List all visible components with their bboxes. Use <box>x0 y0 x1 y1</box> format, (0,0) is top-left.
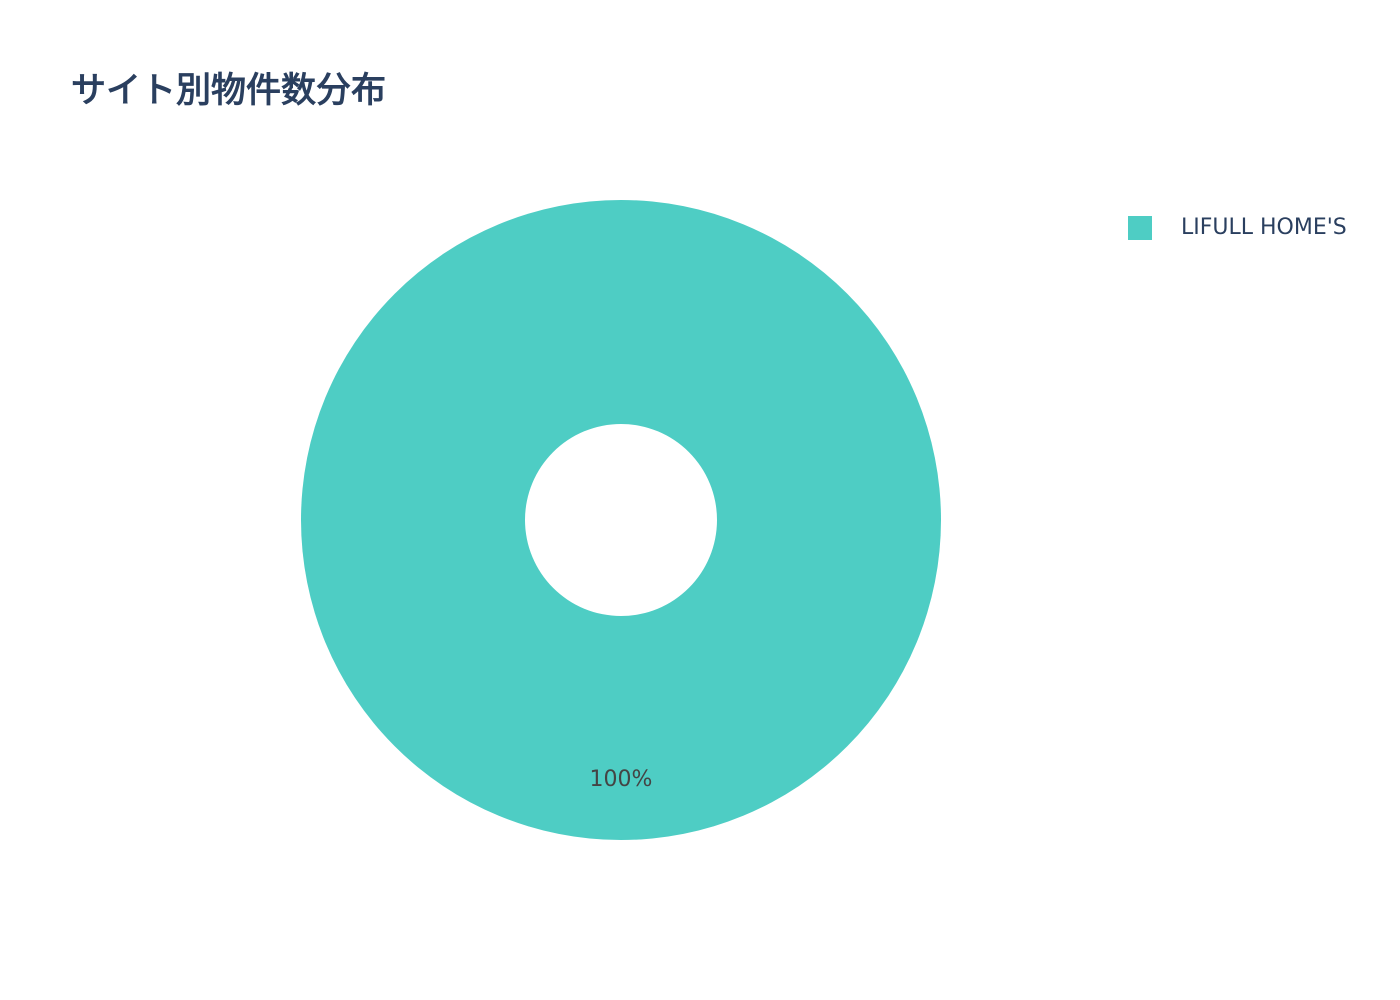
chart-title: サイト別物件数分布 <box>71 71 387 111</box>
legend-label: LIFULL HOME'S <box>1181 215 1347 240</box>
legend-item[interactable]: LIFULL HOME'S <box>1128 215 1347 240</box>
donut-hole <box>525 424 717 616</box>
legend-swatch <box>1128 215 1152 240</box>
slice-label: 100% <box>590 767 653 792</box>
